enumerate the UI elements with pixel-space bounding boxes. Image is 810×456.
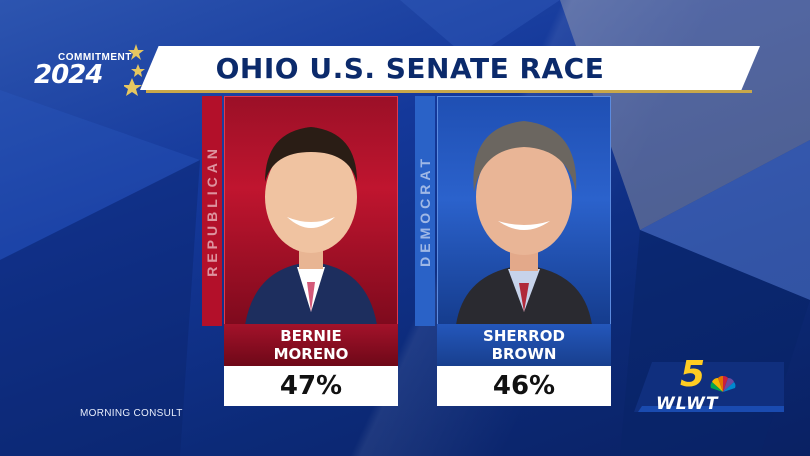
station-call-sign: WLWT bbox=[656, 394, 719, 414]
station-logo: 5 WLWT bbox=[634, 354, 784, 416]
poll-source: MORNING CONSULT bbox=[80, 408, 183, 419]
star-icon bbox=[124, 44, 145, 96]
candidate-name: BERNIE MORENO bbox=[224, 324, 398, 366]
party-label: REPUBLICAN bbox=[204, 145, 220, 277]
candidate-photo bbox=[437, 96, 611, 326]
party-label: DEMOCRAT bbox=[417, 155, 433, 267]
candidate-card-republican: REPUBLICAN BERNIE MORENO 47% bbox=[202, 96, 398, 408]
candidate-last-name: BROWN bbox=[491, 345, 557, 363]
candidate-last-name: MORENO bbox=[273, 345, 349, 363]
nbc-peacock-icon bbox=[710, 375, 736, 392]
party-strip: REPUBLICAN bbox=[202, 96, 222, 326]
commitment-2024-logo: COMMITMENT 2024 bbox=[34, 44, 154, 102]
header-accent-line bbox=[146, 90, 752, 93]
candidate-card-democrat: DEMOCRAT SHERROD BROWN 46% bbox=[415, 96, 611, 408]
candidate-first-name: SHERROD bbox=[483, 327, 565, 345]
logo-commitment-text: COMMITMENT bbox=[58, 52, 132, 63]
header-bar: OHIO U.S. SENATE RACE bbox=[140, 46, 760, 90]
candidate-percent-box: 47% bbox=[224, 366, 398, 406]
candidate-name: SHERROD BROWN bbox=[437, 324, 611, 366]
candidate-photo bbox=[224, 96, 398, 326]
candidate-percent: 47% bbox=[279, 371, 343, 401]
party-strip: DEMOCRAT bbox=[415, 96, 435, 326]
logo-year-text: 2024 bbox=[34, 60, 103, 90]
candidate-percent: 46% bbox=[492, 371, 556, 401]
candidate-first-name: BERNIE bbox=[280, 327, 342, 345]
page-title: OHIO U.S. SENATE RACE bbox=[215, 51, 605, 85]
station-channel-number: 5 bbox=[680, 354, 706, 395]
candidate-percent-box: 46% bbox=[437, 366, 611, 406]
